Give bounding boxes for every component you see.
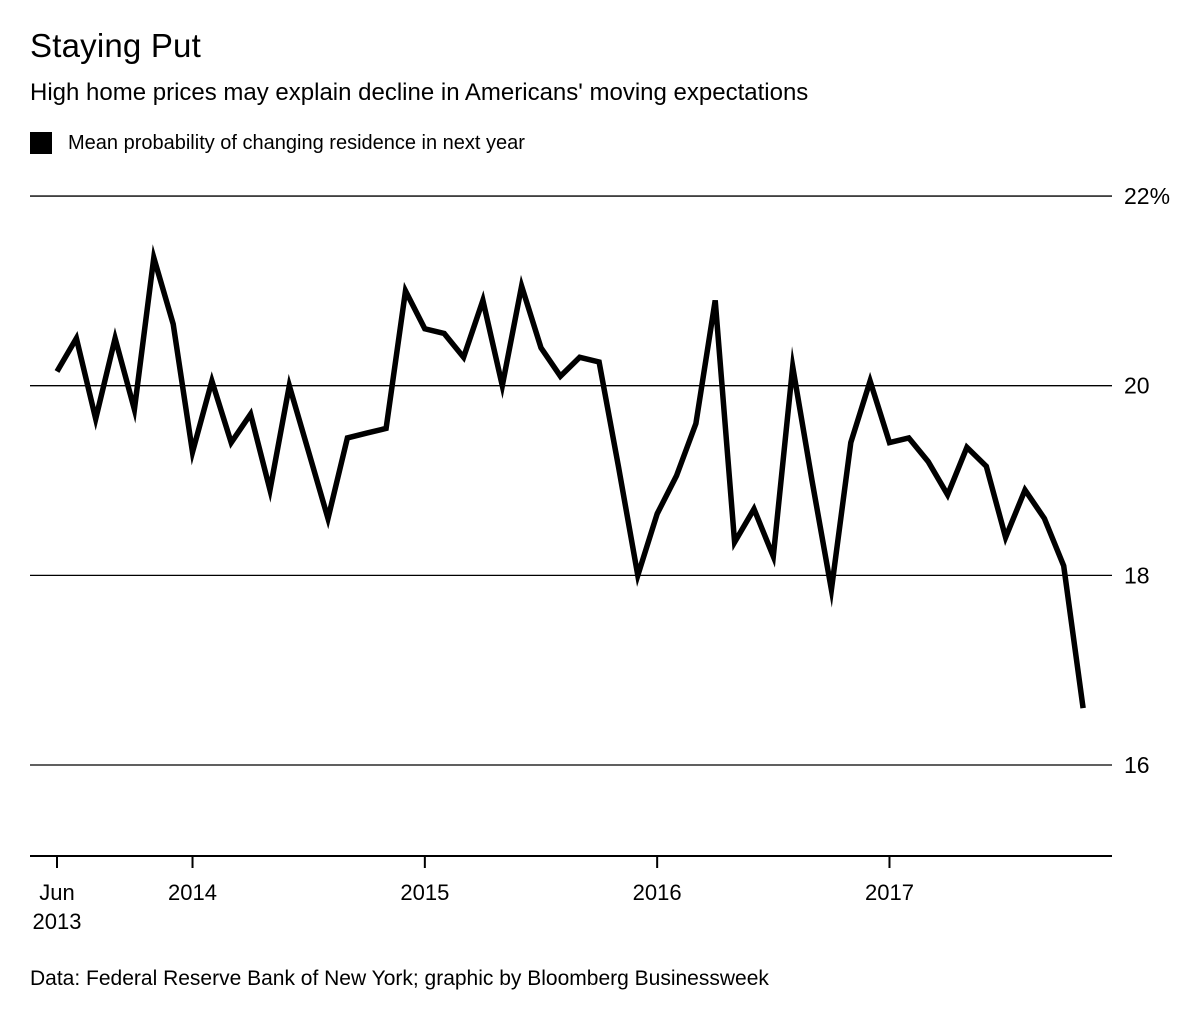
legend-swatch-icon — [30, 132, 52, 154]
x-axis-tick-label: 2017 — [865, 880, 914, 905]
y-axis-tick-label: 20 — [1124, 373, 1150, 399]
x-axis-tick-sublabel: 2013 — [33, 909, 82, 934]
x-axis-tick-label: 2014 — [168, 880, 217, 905]
legend-label: Mean probability of changing residence i… — [68, 132, 525, 154]
source-note: Data: Federal Reserve Bank of New York; … — [30, 967, 769, 990]
x-axis-tick-label: Jun — [39, 880, 74, 905]
x-axis-tick-label: 2016 — [633, 880, 682, 905]
x-axis-tick-label: 2015 — [400, 880, 449, 905]
y-axis-tick-label: 16 — [1124, 752, 1150, 778]
chart-subtitle: High home prices may explain decline in … — [30, 79, 809, 106]
y-axis-tick-label: 22% — [1124, 183, 1170, 209]
chart-title: Staying Put — [30, 27, 201, 64]
y-axis-tick-label: 18 — [1124, 562, 1150, 588]
legend: Mean probability of changing residence i… — [30, 131, 525, 155]
series-line — [54, 244, 1086, 709]
